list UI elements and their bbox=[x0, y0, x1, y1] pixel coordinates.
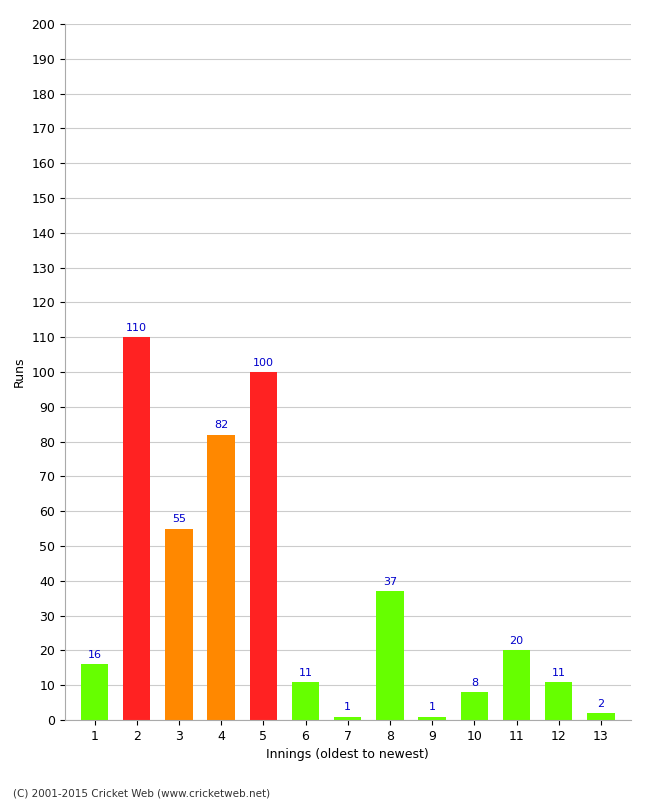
Bar bbox=[545, 682, 573, 720]
Bar bbox=[419, 717, 446, 720]
Text: 37: 37 bbox=[383, 577, 397, 587]
Text: 16: 16 bbox=[88, 650, 101, 660]
Text: 8: 8 bbox=[471, 678, 478, 688]
Bar bbox=[503, 650, 530, 720]
Text: 1: 1 bbox=[344, 702, 351, 712]
Bar bbox=[123, 338, 150, 720]
Bar bbox=[334, 717, 361, 720]
Bar bbox=[461, 692, 488, 720]
Text: 2: 2 bbox=[597, 699, 604, 709]
Text: 11: 11 bbox=[552, 667, 566, 678]
Text: (C) 2001-2015 Cricket Web (www.cricketweb.net): (C) 2001-2015 Cricket Web (www.cricketwe… bbox=[13, 788, 270, 798]
Text: 11: 11 bbox=[298, 667, 313, 678]
Text: 55: 55 bbox=[172, 514, 186, 525]
Text: 1: 1 bbox=[428, 702, 436, 712]
X-axis label: Innings (oldest to newest): Innings (oldest to newest) bbox=[266, 748, 429, 762]
Bar bbox=[207, 434, 235, 720]
Bar bbox=[587, 713, 615, 720]
Bar bbox=[376, 591, 404, 720]
Text: 110: 110 bbox=[126, 323, 148, 333]
Bar bbox=[81, 664, 109, 720]
Bar bbox=[250, 372, 277, 720]
Bar bbox=[292, 682, 319, 720]
Text: 82: 82 bbox=[214, 421, 228, 430]
Text: 100: 100 bbox=[253, 358, 274, 368]
Y-axis label: Runs: Runs bbox=[13, 357, 26, 387]
Bar bbox=[165, 529, 192, 720]
Text: 20: 20 bbox=[510, 636, 524, 646]
